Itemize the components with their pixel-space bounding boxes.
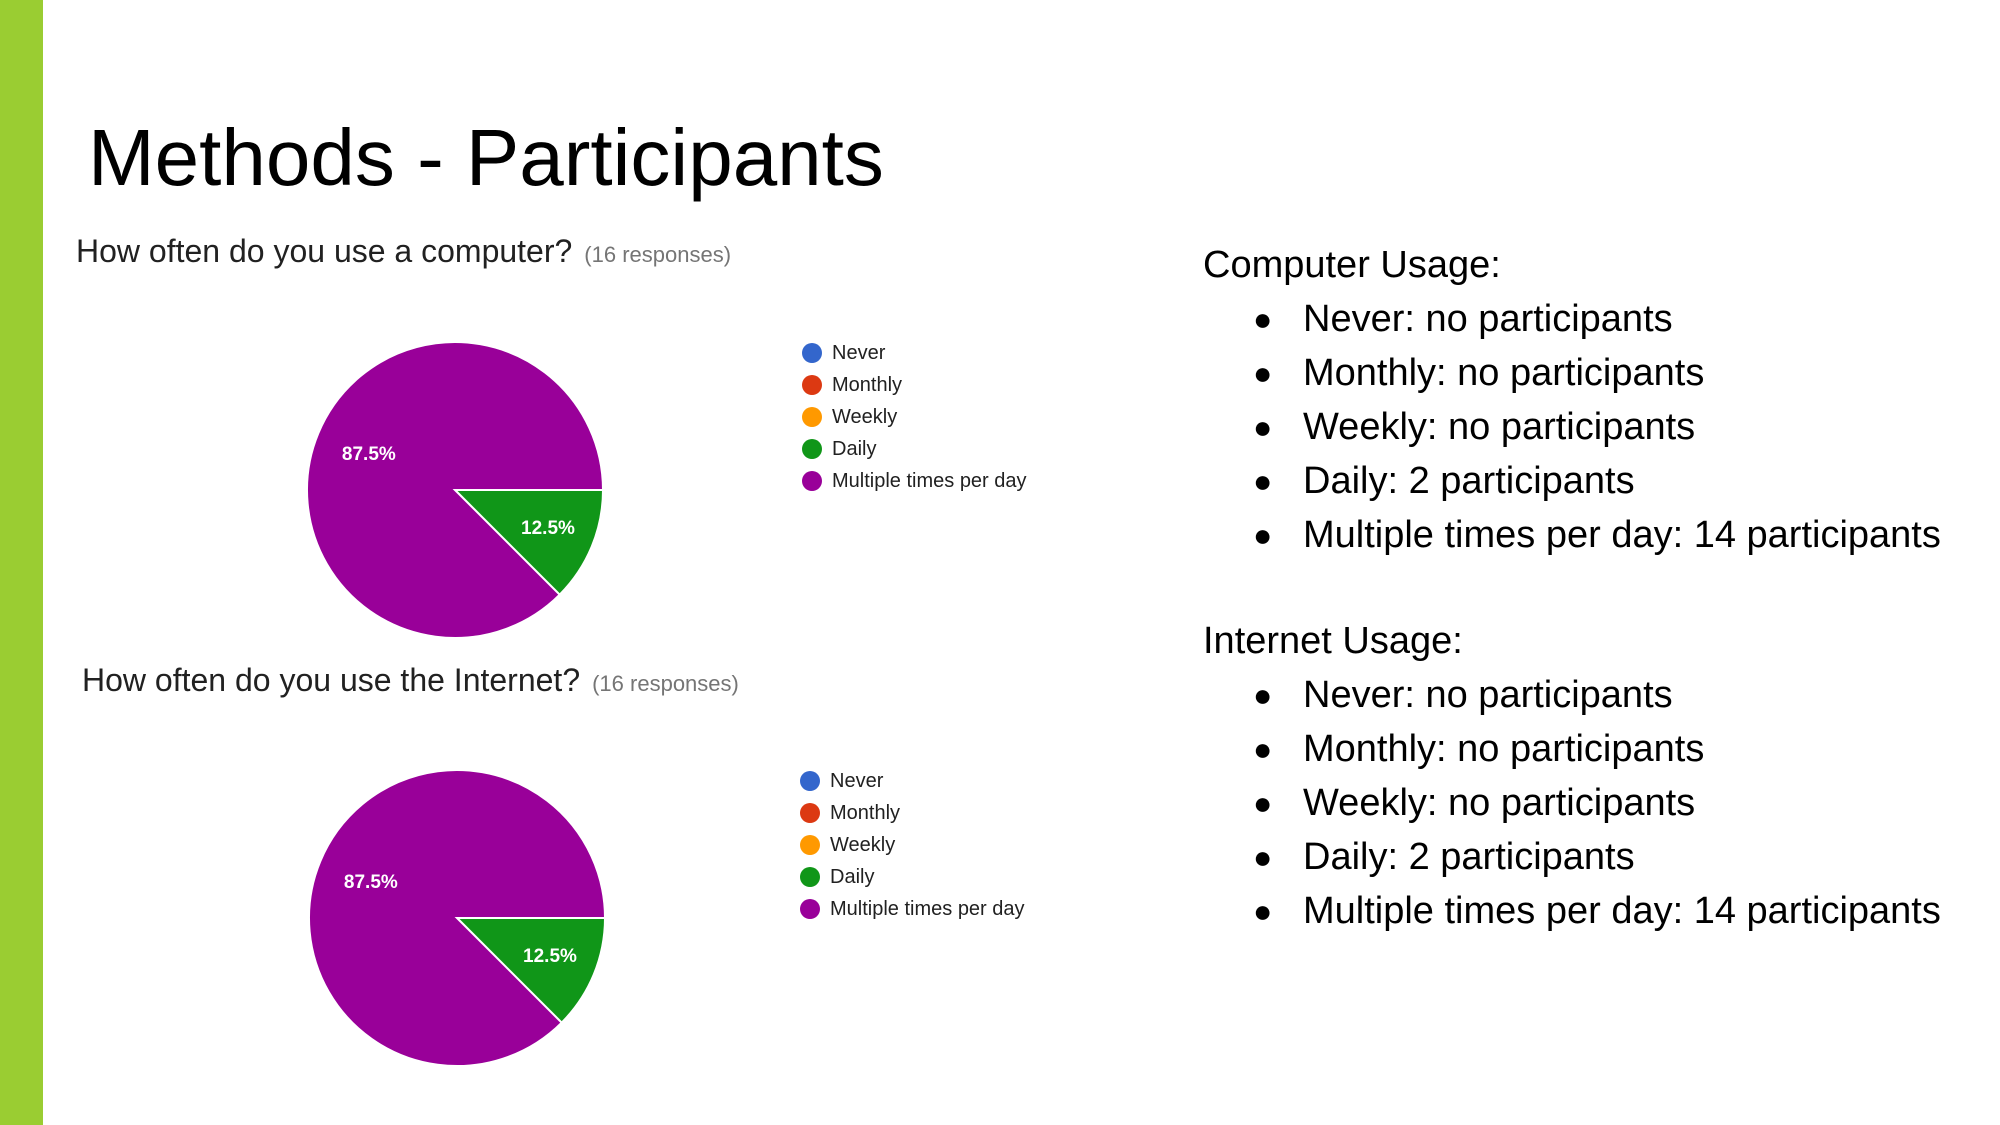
summary-item: ● Weekly: no participants	[1203, 400, 1941, 454]
summary-list: ● Never: no participants ● Monthly: no par…	[1203, 668, 1941, 938]
legend-item-multiple-times-per-day: Multiple times per day	[800, 893, 1025, 925]
internet-usage-summary: Internet Usage: ● Never: no participants …	[1203, 614, 1941, 938]
pie-slice-daily	[454, 917, 607, 1025]
summary-item: ● Daily: 2 participants	[1203, 830, 1941, 884]
summary-item-text: Multiple times per day: 14 participants	[1303, 890, 1941, 932]
summary-item-text: Weekly: no participants	[1303, 406, 1696, 448]
chart-1-question: How often do you use a computer?	[76, 233, 573, 269]
summary-item-text: Weekly: no participants	[1303, 782, 1696, 824]
summary-item: ● Never: no participants	[1203, 668, 1941, 722]
legend-label: Monthly	[830, 801, 901, 824]
pie-slice-multiple-times-per-day	[308, 769, 607, 1067]
computer-usage-summary: Computer Usage: ● Never: no participants …	[1203, 238, 1941, 562]
legend-swatch-icon	[802, 471, 822, 491]
chart-1-response-count: (16 responses)	[584, 242, 732, 267]
legend-label: Daily	[832, 437, 877, 460]
legend-swatch-icon	[802, 343, 822, 363]
legend-swatch-icon	[800, 771, 820, 791]
legend-item-weekly: Weekly	[800, 829, 1025, 861]
legend-swatch-icon	[800, 835, 820, 855]
pie-data-label: 87.5%	[344, 872, 398, 893]
summary-item-text: Monthly: no participants	[1303, 352, 1705, 394]
summary-item-text: Multiple times per day: 14 participants	[1303, 514, 1941, 556]
legend-label: Weekly	[832, 405, 898, 428]
legend-label: Weekly	[830, 833, 896, 856]
bullet-icon: ●	[1253, 893, 1273, 929]
legend-swatch-icon	[802, 439, 822, 459]
chart-1-legend: Never Monthly Weekly Daily Multiple times pe…	[802, 337, 1027, 497]
summary-heading: Computer Usage:	[1203, 244, 1501, 286]
bullet-icon: ●	[1253, 839, 1273, 875]
bullet-icon: ●	[1253, 785, 1273, 821]
summary-item: ● Daily: 2 participants	[1203, 454, 1941, 508]
accent-bar	[0, 0, 43, 1125]
legend-item-weekly: Weekly	[802, 401, 1027, 433]
legend-label: Multiple times per day	[832, 469, 1027, 492]
legend-item-never: Never	[802, 337, 1027, 369]
pie-slice-daily	[452, 489, 605, 597]
chart-2-pie: 12.5% 87.5%	[308, 769, 607, 1067]
legend-label: Multiple times per day	[830, 897, 1025, 920]
chart-1-title: How often do you use a computer? (16 resp…	[76, 235, 731, 267]
slide-title: Methods - Participants	[88, 113, 884, 202]
summary-item-text: Never: no participants	[1303, 674, 1673, 716]
legend-item-monthly: Monthly	[802, 369, 1027, 401]
legend-label: Daily	[830, 865, 875, 888]
summary-item: ● Multiple times per day: 14 participants	[1203, 884, 1941, 938]
legend-item-daily: Daily	[802, 433, 1027, 465]
bullet-icon: ●	[1253, 677, 1273, 713]
summary-item: ● Never: no participants	[1203, 292, 1941, 346]
pie-data-label: 12.5%	[523, 946, 577, 967]
chart-2-title: How often do you use the Internet? (16 re…	[82, 664, 739, 696]
chart-2-question: How often do you use the Internet?	[82, 662, 581, 698]
legend-swatch-icon	[802, 407, 822, 427]
summary-item: ● Weekly: no participants	[1203, 776, 1941, 830]
legend-label: Monthly	[832, 373, 903, 396]
legend-swatch-icon	[800, 899, 820, 919]
legend-item-daily: Daily	[800, 861, 1025, 893]
legend-item-monthly: Monthly	[800, 797, 1025, 829]
legend-label: Never	[832, 341, 886, 364]
summary-item-text: Monthly: no participants	[1303, 728, 1705, 770]
legend-swatch-icon	[800, 867, 820, 887]
pie-data-label: 12.5%	[521, 518, 575, 539]
bullet-icon: ●	[1253, 355, 1273, 391]
chart-2-legend: Never Monthly Weekly Daily Multiple times pe…	[800, 765, 1025, 925]
bullet-icon: ●	[1253, 409, 1273, 445]
chart-2-response-count: (16 responses)	[592, 671, 739, 696]
pie-slice-multiple-times-per-day	[306, 341, 605, 639]
summary-item: ● Monthly: no participants	[1203, 722, 1941, 776]
legend-item-multiple-times-per-day: Multiple times per day	[802, 465, 1027, 497]
pie-data-label: 87.5%	[342, 444, 396, 465]
summary-item-text: Daily: 2 participants	[1303, 460, 1635, 502]
bullet-icon: ●	[1253, 517, 1273, 553]
legend-label: Never	[830, 769, 884, 792]
summary-heading: Internet Usage:	[1203, 620, 1463, 662]
summary-item-text: Never: no participants	[1303, 298, 1673, 340]
bullet-icon: ●	[1253, 301, 1273, 337]
summary-list: ● Never: no participants ● Monthly: no par…	[1203, 292, 1941, 562]
legend-item-never: Never	[800, 765, 1025, 797]
legend-swatch-icon	[800, 803, 820, 823]
bullet-icon: ●	[1253, 731, 1273, 767]
bullet-icon: ●	[1253, 463, 1273, 499]
legend-swatch-icon	[802, 375, 822, 395]
chart-1-pie: 12.5% 87.5%	[306, 341, 605, 639]
summary-item-text: Daily: 2 participants	[1303, 836, 1635, 878]
summary-item: ● Multiple times per day: 14 participants	[1203, 508, 1941, 562]
summary-item: ● Monthly: no participants	[1203, 346, 1941, 400]
